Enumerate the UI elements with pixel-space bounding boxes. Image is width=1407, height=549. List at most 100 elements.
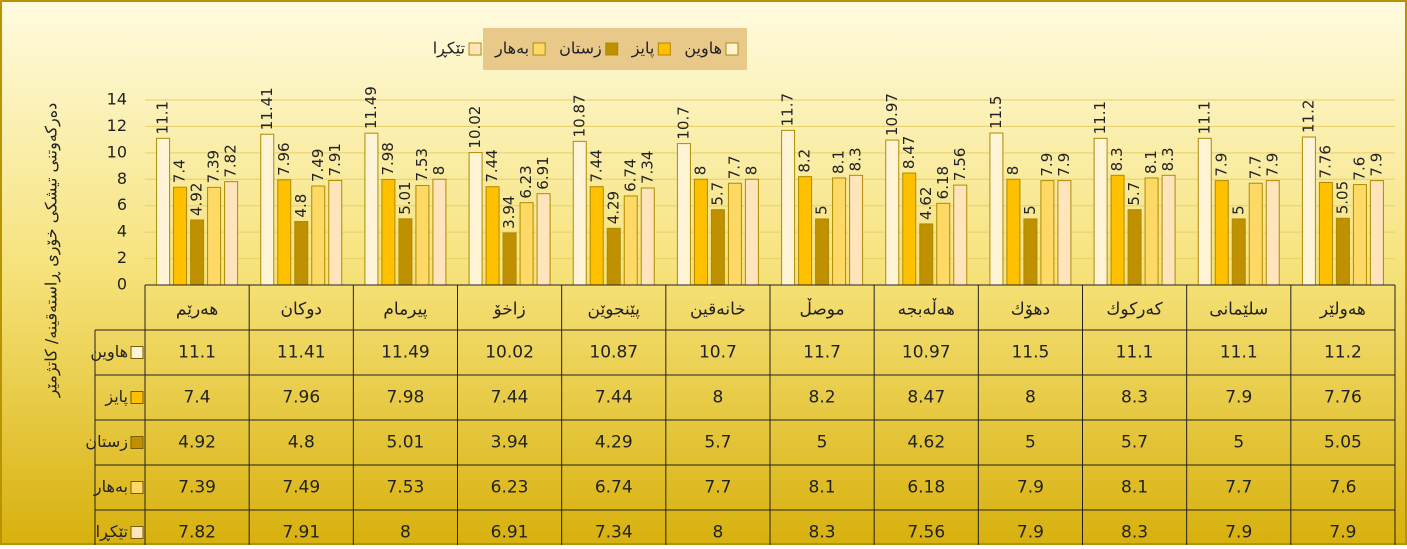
bar — [1040, 180, 1055, 286]
table-cell: 7.39 — [178, 478, 216, 498]
legend-key — [657, 42, 671, 56]
bar — [1110, 174, 1125, 286]
bar — [485, 186, 500, 286]
table-cell: 6.18 — [907, 478, 945, 498]
bar — [936, 202, 951, 286]
table-cell: 7.9 — [1225, 523, 1252, 543]
bar — [885, 139, 900, 286]
bar — [710, 209, 725, 286]
data-label: 8.1 — [1142, 150, 1160, 174]
y-tick-label: 8 — [117, 169, 127, 188]
table-cell: 11.5 — [1011, 343, 1049, 363]
data-label: 11.7 — [779, 93, 797, 126]
bar — [1197, 137, 1212, 286]
bar — [1127, 209, 1142, 286]
y-tick-label: 0 — [117, 275, 127, 294]
data-label: 8.2 — [796, 149, 814, 173]
x-tick-label: هەڵەبجە — [898, 298, 955, 320]
table-row-label: هاوین — [90, 342, 128, 362]
table-cell: 7.7 — [1225, 478, 1252, 498]
legend-key — [532, 42, 546, 56]
data-label: 11.5 — [987, 96, 1005, 129]
data-label: 11.1 — [1091, 101, 1109, 134]
data-label: 7.76 — [1316, 145, 1334, 178]
table-row-label: تێکڕا — [96, 522, 128, 542]
bar — [953, 184, 968, 286]
data-label: 7.98 — [379, 142, 397, 175]
y-tick-label: 6 — [117, 195, 127, 214]
legend-key — [725, 42, 739, 56]
table-cell: 5.05 — [1324, 433, 1362, 453]
bar — [849, 174, 864, 286]
bar — [815, 218, 830, 286]
data-label: 8 — [1004, 166, 1022, 176]
table-cell: 10.7 — [699, 343, 737, 363]
data-label: 8 — [430, 166, 448, 176]
bar — [294, 221, 309, 286]
bar — [676, 143, 691, 286]
bar — [1352, 184, 1367, 286]
data-label: 11.1 — [1195, 101, 1213, 134]
data-label: 10.97 — [883, 93, 901, 136]
bar — [1057, 180, 1072, 286]
table-cell: 6.23 — [491, 478, 529, 498]
data-label: 4.29 — [604, 191, 622, 224]
data-label: 11.1 — [154, 101, 172, 134]
data-label: 11.2 — [1299, 100, 1317, 133]
bar — [519, 202, 534, 286]
bar — [798, 176, 813, 286]
table-cell: 5 — [1233, 433, 1244, 453]
data-label: 8.3 — [847, 147, 865, 171]
data-label: 6.74 — [621, 159, 639, 192]
data-label: 8.3 — [1159, 147, 1177, 171]
x-tick-label: موصڵ — [799, 298, 844, 320]
data-label: 8.3 — [1108, 147, 1126, 171]
table-legend-key — [130, 526, 144, 539]
bar — [1248, 182, 1263, 286]
table-cell: 5 — [817, 433, 828, 453]
data-label: 10.02 — [466, 106, 484, 149]
data-label: 7.34 — [638, 151, 656, 184]
bar — [989, 132, 1004, 286]
data-label: 8.47 — [900, 136, 918, 169]
table-cell: 7.9 — [1225, 388, 1252, 408]
table-cell: 7.44 — [595, 388, 633, 408]
bar — [1265, 180, 1280, 286]
data-label: 6.23 — [517, 165, 535, 198]
bar — [589, 186, 604, 286]
legend-label: تێکڕا — [433, 39, 465, 59]
bar — [260, 133, 275, 286]
table-cell: 7.82 — [178, 523, 216, 543]
x-tick-label: زاخۆ — [492, 300, 525, 320]
bar — [1023, 218, 1038, 286]
table-cell: 5.01 — [386, 433, 424, 453]
bar — [1161, 174, 1176, 286]
x-tick-label: دوکان — [280, 300, 322, 320]
bar — [502, 232, 517, 286]
table-cell: 7.44 — [491, 388, 529, 408]
bar — [432, 178, 447, 286]
table-cell: 8.1 — [809, 478, 836, 498]
table-row-label: بەهار — [93, 477, 128, 497]
data-label: 7.4 — [171, 159, 189, 183]
data-label: 7.56 — [951, 148, 969, 181]
x-tick-label: پیرمام — [383, 300, 427, 320]
table-cell: 7.76 — [1324, 388, 1362, 408]
table-legend-key — [130, 346, 144, 359]
table-cell: 3.94 — [491, 433, 529, 453]
table-legend-key — [130, 391, 144, 404]
data-label: 4.62 — [917, 187, 935, 220]
table-cell: 7.9 — [1017, 523, 1044, 543]
bar — [606, 227, 621, 286]
x-tick-label: کەرکوك — [1106, 300, 1163, 320]
table-cell: 5.7 — [1121, 433, 1148, 453]
table-cell: 4.8 — [288, 433, 315, 453]
x-tick-label: هەولێر — [1319, 300, 1366, 320]
bar — [381, 179, 396, 286]
bar — [1318, 181, 1333, 286]
bar — [311, 185, 326, 286]
bar — [1144, 177, 1159, 286]
table-cell: 7.49 — [282, 478, 320, 498]
bar — [468, 152, 483, 286]
